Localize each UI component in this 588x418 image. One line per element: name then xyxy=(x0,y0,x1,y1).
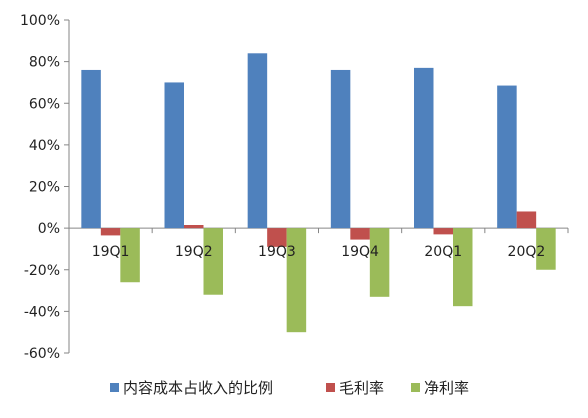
bar-19Q4-series-0 xyxy=(330,69,351,229)
category-label: 19Q3 xyxy=(258,244,296,260)
bar-19Q3-series-1 xyxy=(267,228,287,247)
bar-19Q2-series-0 xyxy=(164,82,184,229)
category-label: 19Q1 xyxy=(92,244,130,260)
category-label: 19Q4 xyxy=(341,244,379,260)
bar-20Q2-series-2 xyxy=(536,228,556,270)
bar-19Q2-series-1 xyxy=(184,225,204,229)
legend-label: 净利率 xyxy=(424,379,469,397)
category-label: 19Q2 xyxy=(175,244,213,260)
bar-19Q1-series-1 xyxy=(100,228,121,236)
bar-19Q3-series-2 xyxy=(286,228,307,333)
bars xyxy=(81,53,556,333)
bar-20Q2-series-1 xyxy=(516,211,537,229)
y-tick-label: 0% xyxy=(38,221,60,237)
legend: 内容成本占收入的比例 毛利率 净利率 xyxy=(110,379,469,397)
bar-19Q4-series-1 xyxy=(350,228,370,240)
bar-19Q1-series-0 xyxy=(81,69,101,229)
y-tick-label: 40% xyxy=(29,138,60,154)
bar-19Q1-series-2 xyxy=(120,228,140,283)
legend-swatch xyxy=(110,383,119,392)
bar-20Q2-series-0 xyxy=(497,85,517,229)
y-tick-label: -60% xyxy=(24,346,60,362)
bar-20Q1-series-0 xyxy=(414,67,434,229)
bar-19Q3-series-0 xyxy=(247,53,268,229)
y-tick-label: 100% xyxy=(20,13,60,29)
legend-swatch xyxy=(411,383,420,392)
legend-swatch xyxy=(326,383,335,392)
category-labels: 19Q1 19Q2 19Q3 19Q4 20Q1 20Q2 xyxy=(92,244,546,260)
bar-19Q4-series-2 xyxy=(369,228,390,297)
y-tick-label: -40% xyxy=(24,304,60,320)
y-tick-label: 80% xyxy=(29,55,60,71)
y-tick-label: -20% xyxy=(24,263,60,279)
bar-20Q1-series-2 xyxy=(453,228,473,307)
y-tick-label: 20% xyxy=(29,180,60,196)
category-label: 20Q2 xyxy=(508,244,546,260)
category-label: 20Q1 xyxy=(424,244,462,260)
bar-19Q2-series-2 xyxy=(203,228,223,295)
legend-label: 内容成本占收入的比例 xyxy=(123,379,273,397)
legend-label: 毛利率 xyxy=(339,379,384,397)
bar-20Q1-series-1 xyxy=(433,228,453,235)
y-axis: -60% -40% -20% 0% 20% 40% 60% 80% 100% xyxy=(20,13,569,362)
y-tick-label: 60% xyxy=(29,96,60,112)
